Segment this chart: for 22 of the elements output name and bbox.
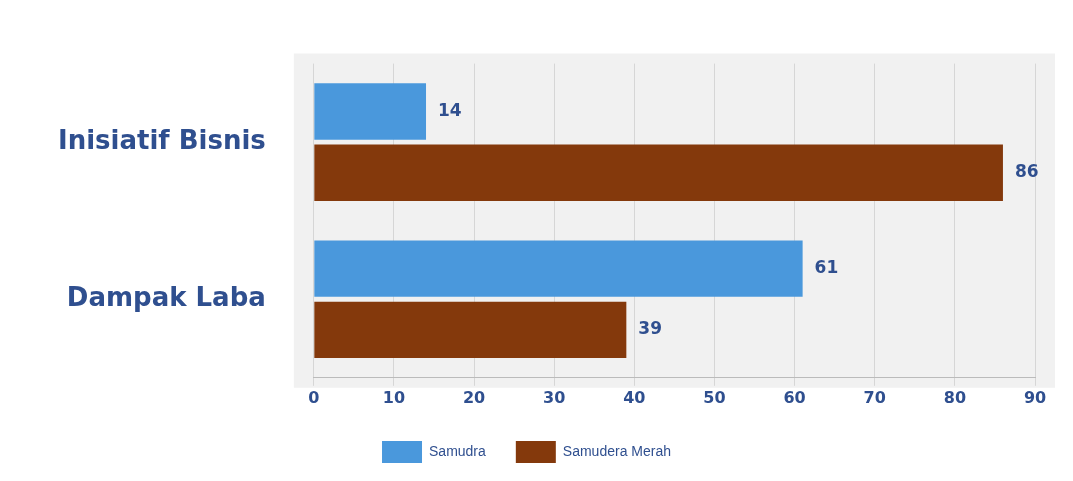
data-label: 86 <box>1014 161 1039 182</box>
data-label: 39 <box>638 318 663 339</box>
bar <box>314 240 803 297</box>
legend-label: Samudra <box>429 442 487 459</box>
bar <box>314 83 427 140</box>
x-tick-label: 20 <box>462 387 486 407</box>
y-tick-label: Dampak Laba <box>66 282 266 312</box>
x-tick-label: 60 <box>783 387 806 407</box>
x-tick-label: 80 <box>943 387 966 407</box>
x-tick-label: 30 <box>543 387 566 407</box>
y-tick-label: Inisiatif Bisnis <box>57 124 266 155</box>
x-tick-label: 70 <box>863 387 886 407</box>
x-tick-label: 10 <box>382 387 406 407</box>
x-tick-label: 40 <box>623 387 646 407</box>
x-tick-label: 90 <box>1023 387 1047 407</box>
x-tick-label: 50 <box>703 387 726 407</box>
bar <box>314 301 627 359</box>
x-tick-label: 0 <box>308 387 320 407</box>
bar <box>314 144 1003 201</box>
data-label: 61 <box>814 257 839 278</box>
legend-label: Samudera Merah <box>562 442 671 459</box>
data-label: 14 <box>438 99 462 120</box>
